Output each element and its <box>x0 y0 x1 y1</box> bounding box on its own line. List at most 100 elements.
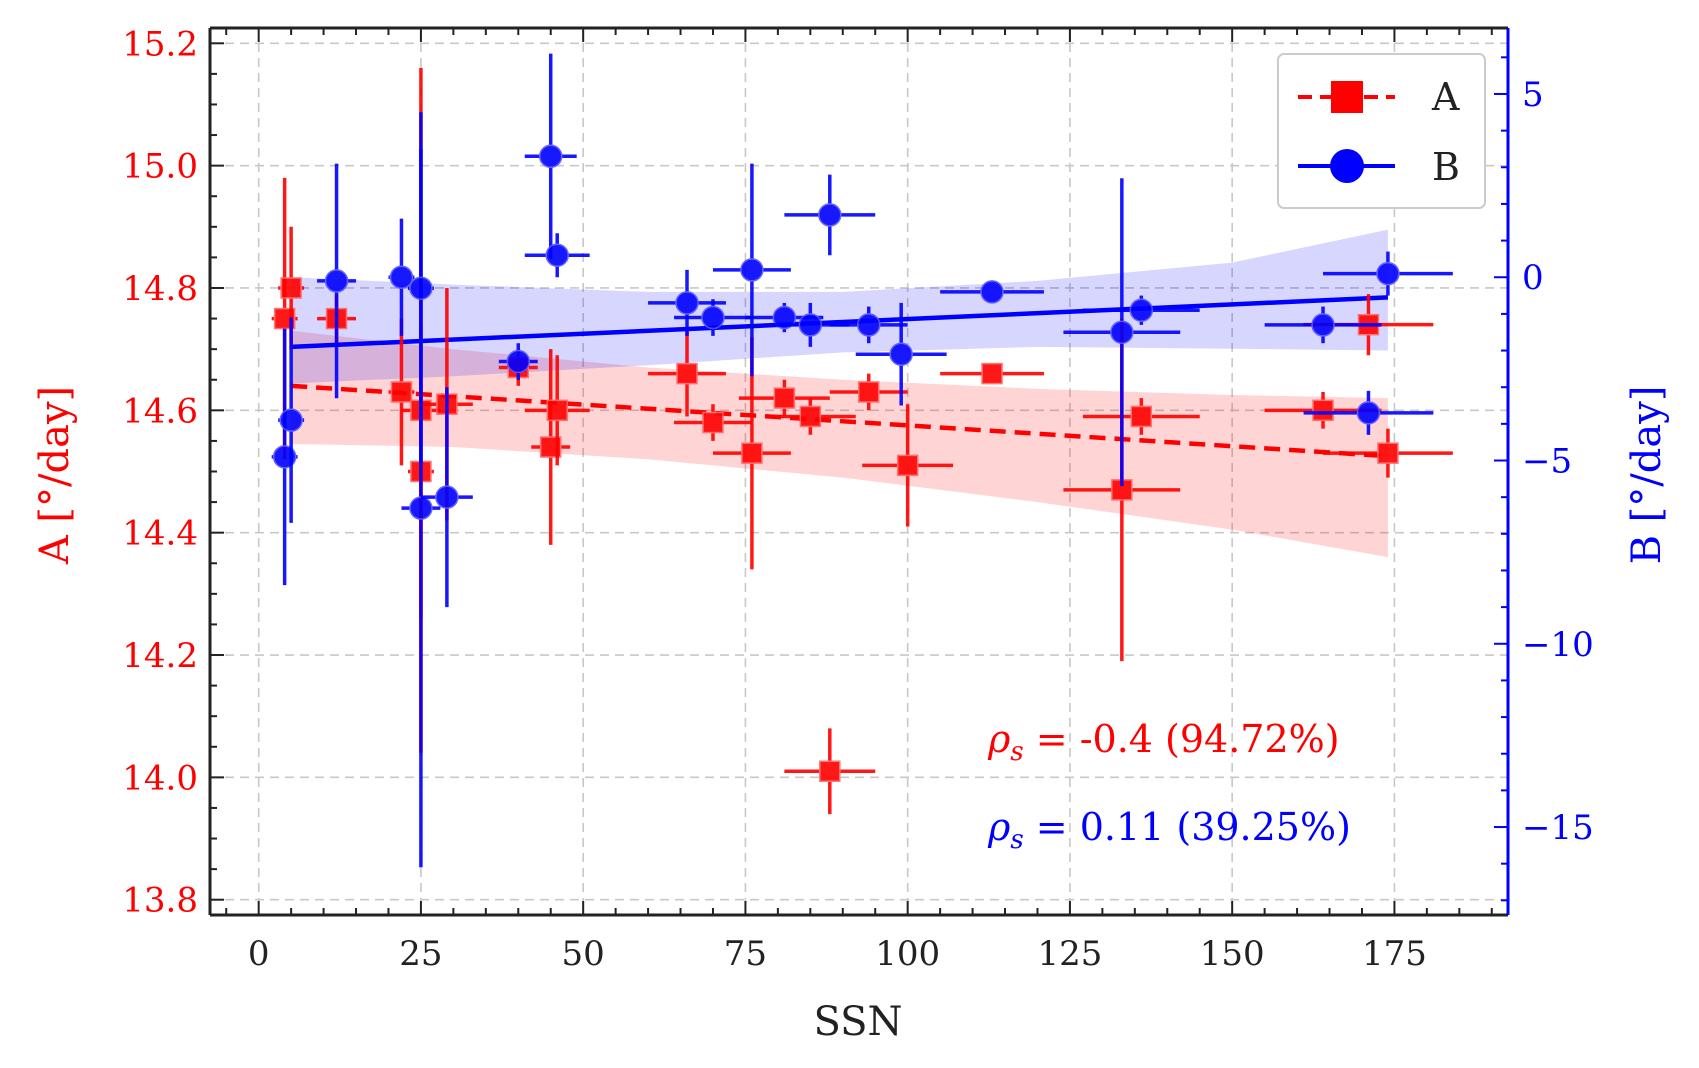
marker-a <box>390 381 413 403</box>
marker-b <box>740 258 764 282</box>
y-right-tick-label: −5 <box>1522 442 1572 482</box>
marker-a <box>819 760 841 782</box>
annotation-b: ρs = 0.11 (39.25%) <box>987 805 1351 855</box>
annotation-a-eq: = <box>1024 717 1080 761</box>
marker-b <box>1110 320 1134 344</box>
legend-label-a: A <box>1431 75 1460 119</box>
marker-b <box>389 265 414 289</box>
marker-a <box>1312 399 1334 422</box>
data-point-b <box>498 343 538 380</box>
marker-a <box>773 387 796 409</box>
data-point-a <box>784 728 876 815</box>
marker-a <box>799 405 822 428</box>
data-point-b <box>855 302 947 406</box>
x-axis-label: SSN <box>813 999 902 1045</box>
y-right-tick-label: −10 <box>1522 625 1594 665</box>
data-point-b <box>1063 178 1181 487</box>
y-right-tick-label: 0 <box>1522 258 1544 298</box>
y-left-tick-label: 15.2 <box>122 24 198 64</box>
marker-b <box>675 291 699 315</box>
legend-label-b: B <box>1432 145 1460 189</box>
marker-b <box>324 269 349 293</box>
legend-marker-b <box>1330 149 1364 183</box>
data-point-b <box>674 299 752 336</box>
marker-b <box>798 313 823 337</box>
annotation-b-sub: s <box>1010 825 1023 855</box>
annotation-a-rho: ρ <box>987 717 1011 761</box>
legend-marker-a <box>1331 81 1363 113</box>
legend-frame <box>1277 53 1486 209</box>
x-tick-label: 0 <box>248 934 270 974</box>
fit-lines <box>290 295 1389 459</box>
marker-b <box>1129 298 1154 322</box>
marker-a <box>676 362 698 385</box>
marker-a <box>741 442 763 464</box>
data-point-b <box>829 306 908 344</box>
data-point-b <box>745 302 824 333</box>
marker-b <box>818 203 842 227</box>
fit-line-a <box>290 383 1389 459</box>
annotation-a-text: -0.4 (94.72%) <box>1080 717 1340 761</box>
y-left-tick-label: 14.4 <box>122 514 198 554</box>
marker-a <box>896 454 919 477</box>
data-point-a <box>738 379 830 417</box>
marker-a <box>702 411 724 434</box>
data-point-b <box>317 163 357 399</box>
marker-a <box>981 362 1003 385</box>
annotation-b-text: 0.11 (39.25%) <box>1080 805 1351 849</box>
marker-b <box>772 305 797 330</box>
y-left-tick-label: 13.8 <box>122 881 198 921</box>
legend: A B <box>1277 53 1486 209</box>
marker-b <box>279 408 303 432</box>
data-point-b <box>278 317 305 523</box>
marker-a <box>1377 442 1399 464</box>
marker-b <box>1311 313 1335 337</box>
data-point-b <box>420 387 473 608</box>
data-point-b <box>524 233 590 278</box>
data-point-b <box>524 53 577 259</box>
y-left-axis-label: A [°/day] <box>32 386 78 565</box>
data-point-a <box>829 373 908 411</box>
y-left-tick-label: 14.2 <box>122 636 198 676</box>
marker-b <box>409 276 433 300</box>
y-left-tick-label: 14.6 <box>122 391 198 431</box>
annotation-a-sub: s <box>1010 737 1023 767</box>
x-tick-label: 75 <box>724 934 767 974</box>
marker-a <box>857 381 880 403</box>
x-tick-label: 175 <box>1362 934 1427 974</box>
y-right-axis-label: B [°/day] <box>1624 386 1670 565</box>
data-point-a <box>388 318 415 466</box>
fit-line-b <box>291 295 1389 350</box>
marker-a <box>280 277 302 299</box>
x-tick-label: 100 <box>875 934 940 974</box>
data-point-b <box>784 174 876 256</box>
marker-b <box>435 485 459 509</box>
x-tick-label: 25 <box>399 934 442 974</box>
annotation-b-rho: ρ <box>987 805 1011 849</box>
data-point-b <box>1264 306 1382 344</box>
marker-b <box>506 349 531 374</box>
data-point-a <box>1082 398 1200 435</box>
data-point-b <box>407 112 434 465</box>
x-tick-label: 125 <box>1037 934 1102 974</box>
marker-b <box>889 342 913 366</box>
data-point-a <box>524 355 590 466</box>
data-point-b <box>1323 251 1453 296</box>
data-point-a <box>862 404 954 527</box>
marker-b <box>1356 401 1381 425</box>
data-point-a <box>1323 428 1453 478</box>
x-tick-label: 150 <box>1200 934 1265 974</box>
marker-a <box>1130 405 1153 428</box>
data-point-b <box>1082 295 1200 325</box>
data-points <box>271 53 1453 868</box>
annotation-b-eq: = <box>1024 805 1080 849</box>
marker-b <box>1376 261 1400 286</box>
axes: 0 25 50 75 100 125 150 17513.814.014.214.414.61… <box>122 24 1593 974</box>
data-point-a <box>764 398 856 435</box>
data-point-b <box>388 218 415 336</box>
marker-b <box>545 243 569 267</box>
marker-b <box>538 144 563 169</box>
data-point-a <box>674 404 752 441</box>
data-point-b <box>712 163 791 377</box>
